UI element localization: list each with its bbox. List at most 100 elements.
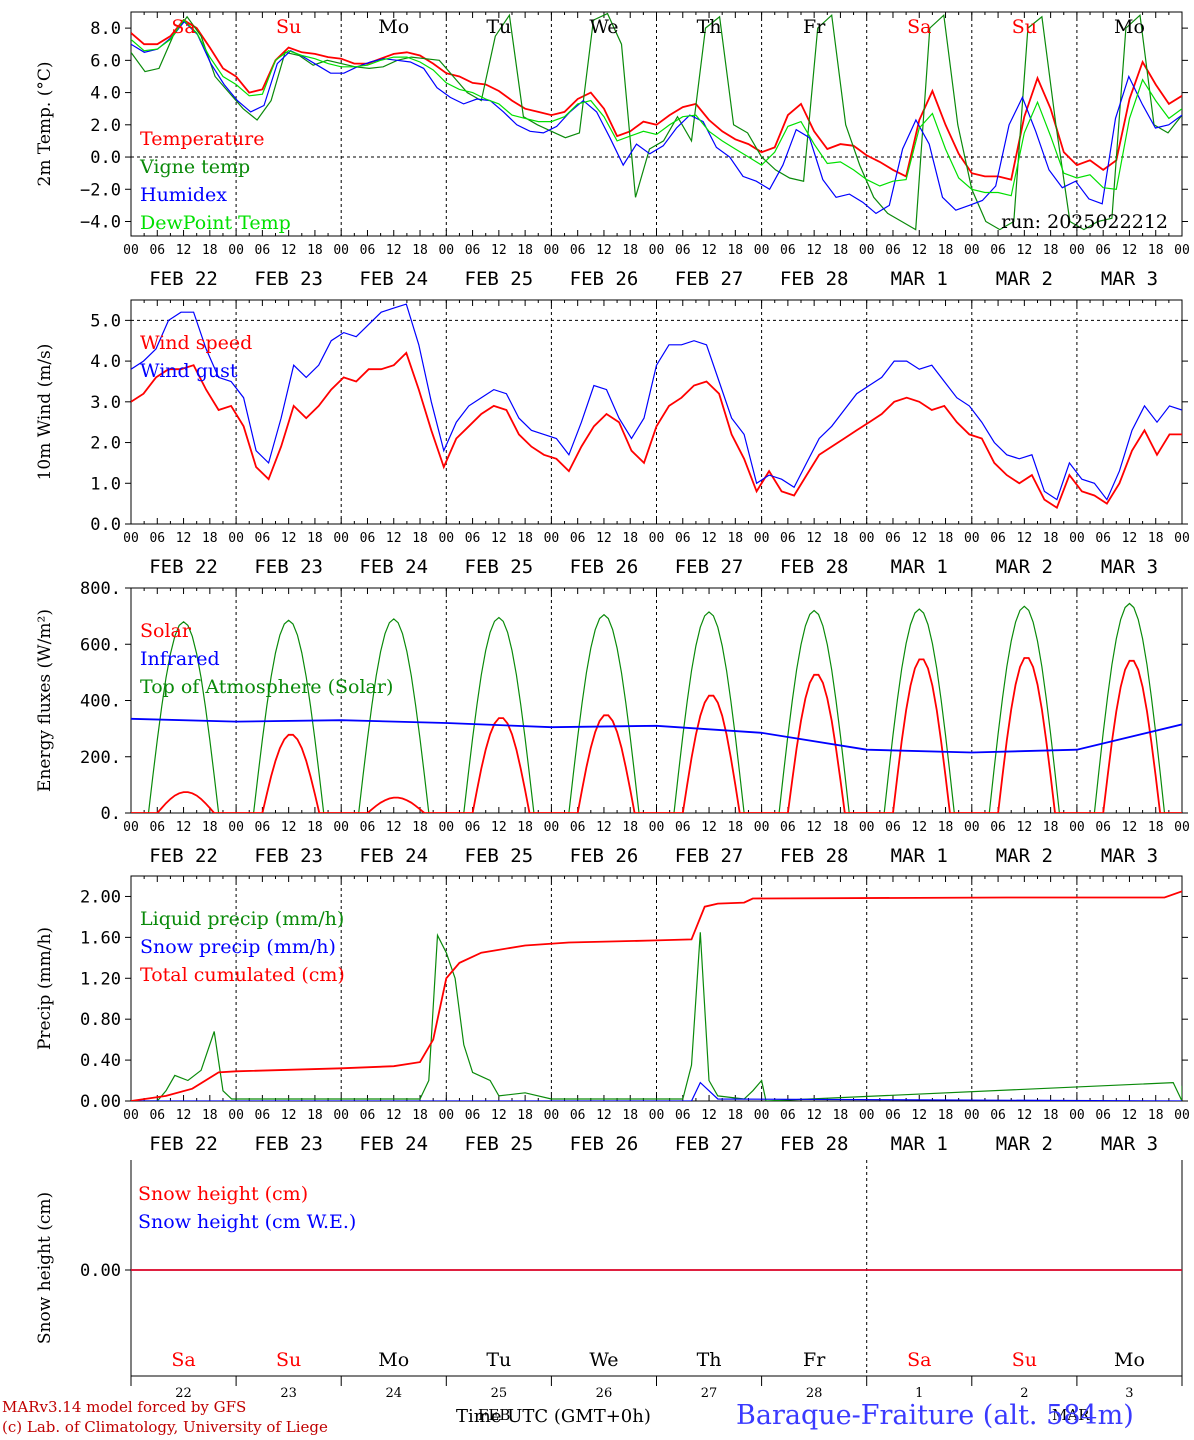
- day-number-8: 2: [1020, 1386, 1028, 1401]
- hour-tick-label: 06: [780, 531, 796, 546]
- hour-tick-label: 18: [727, 243, 743, 258]
- hour-tick-label: 06: [570, 243, 586, 258]
- legend-wind-gust: Wind gust: [140, 360, 238, 382]
- weekday-top-0: Sa: [171, 16, 195, 38]
- y-tick-label: 200.: [80, 748, 121, 768]
- hour-tick-label: 18: [412, 820, 428, 835]
- hour-tick-label: 06: [675, 1108, 691, 1123]
- hour-tick-label: 12: [176, 531, 192, 546]
- weekday-bottom-1: Su: [276, 1349, 301, 1371]
- hour-tick-label: 00: [964, 243, 980, 258]
- hour-tick-label: 12: [491, 243, 507, 258]
- hour-tick-label: 00: [649, 243, 665, 258]
- date-label: FEB 25: [465, 845, 534, 867]
- hour-tick-label: 18: [938, 243, 954, 258]
- hour-tick-label: 00: [649, 531, 665, 546]
- hour-tick-label: 18: [727, 1108, 743, 1123]
- hour-tick-label: 12: [1122, 243, 1138, 258]
- hour-tick-label: 00: [1069, 1108, 1085, 1123]
- legend-top-of-atmosphere-solar-: Top of Atmosphere (Solar): [140, 676, 393, 698]
- hour-tick-label: 06: [990, 820, 1006, 835]
- hour-tick-label: 06: [1095, 1108, 1111, 1123]
- hour-tick-label: 00: [649, 820, 665, 835]
- mar-label: MAR: [1052, 1406, 1090, 1424]
- hour-tick-label: 00: [859, 820, 875, 835]
- hour-tick-label: 12: [1017, 243, 1033, 258]
- hour-tick-label: 00: [438, 1108, 454, 1123]
- hour-tick-label: 06: [149, 531, 165, 546]
- station-title: Baraque-Fraiture (alt. 584m): [736, 1400, 1134, 1431]
- day-number-6: 28: [806, 1386, 823, 1401]
- day-number-9: 3: [1125, 1386, 1133, 1401]
- hour-tick-label: 18: [1043, 1108, 1059, 1123]
- y-tick-label: 0.0: [90, 148, 121, 168]
- hour-tick-label: 12: [176, 820, 192, 835]
- date-label: FEB 28: [780, 268, 849, 290]
- weekday-bottom-9: Mo: [1114, 1349, 1145, 1371]
- y-axis-label: 2m Temp. (°C): [35, 61, 55, 186]
- hour-tick-label: 18: [1043, 243, 1059, 258]
- legend-total-cumulated-cm-: Total cumulated (cm): [140, 964, 345, 986]
- hour-tick-label: 12: [281, 243, 297, 258]
- hour-tick-label: 06: [149, 1108, 165, 1123]
- day-number-1: 23: [280, 1386, 297, 1401]
- hour-tick-label: 12: [176, 243, 192, 258]
- hour-tick-label: 12: [491, 1108, 507, 1123]
- hour-tick-label: 12: [1122, 1108, 1138, 1123]
- hour-tick-label: 12: [491, 820, 507, 835]
- y-tick-label: −4.0: [80, 212, 121, 232]
- date-label: FEB 25: [465, 556, 534, 578]
- hour-tick-label: 00: [544, 820, 560, 835]
- date-label: FEB 24: [359, 845, 428, 867]
- hour-tick-label: 18: [938, 531, 954, 546]
- hour-tick-label: 12: [281, 531, 297, 546]
- weekday-top-8: Su: [1012, 16, 1037, 38]
- hour-tick-label: 18: [1148, 531, 1164, 546]
- hour-tick-label: 18: [622, 820, 638, 835]
- hour-tick-label: 12: [701, 1108, 717, 1123]
- date-label: FEB 23: [254, 556, 323, 578]
- hour-tick-label: 12: [701, 243, 717, 258]
- hour-tick-label: 12: [386, 820, 402, 835]
- hour-tick-label: 18: [1043, 820, 1059, 835]
- hour-tick-label: 06: [675, 243, 691, 258]
- legend-infrared: Infrared: [140, 648, 220, 670]
- hour-tick-label: 12: [596, 1108, 612, 1123]
- hour-tick-label: 06: [885, 1108, 901, 1123]
- legend-snow-1: Snow height (cm W.E.): [138, 1211, 356, 1233]
- legend-snow-precip-mm-h-: Snow precip (mm/h): [140, 936, 336, 958]
- hour-tick-label: 00: [1174, 820, 1190, 835]
- hour-tick-label: 06: [1095, 820, 1111, 835]
- series-line-infrared: [131, 717, 1182, 754]
- hour-tick-label: 12: [1122, 820, 1138, 835]
- day-number-5: 27: [701, 1386, 718, 1401]
- date-label: FEB 27: [675, 845, 744, 867]
- legend-liquid-precip-mm-h-: Liquid precip (mm/h): [140, 908, 344, 930]
- y-tick-label: 2.0: [90, 434, 121, 454]
- hour-tick-label: 18: [1148, 243, 1164, 258]
- hour-tick-label: 00: [1069, 243, 1085, 258]
- hour-tick-label: 06: [780, 820, 796, 835]
- date-label: MAR 3: [1101, 556, 1158, 578]
- y-tick-label: 0.00: [80, 1261, 121, 1281]
- y-tick-label: 400.: [80, 692, 121, 712]
- hour-tick-label: 18: [412, 531, 428, 546]
- y-tick-label: 6.0: [90, 51, 121, 71]
- series-line-solar: [131, 657, 1182, 813]
- hour-tick-label: 12: [386, 531, 402, 546]
- date-label: MAR 1: [891, 268, 948, 290]
- model-credit: MARv3.14 model forced by GFS: [2, 1398, 247, 1416]
- time-axis-label: Time UTC (GMT+0h): [456, 1406, 651, 1427]
- legend-snow-0: Snow height (cm): [138, 1183, 308, 1205]
- hour-tick-label: 00: [228, 1108, 244, 1123]
- legend-dewpoint-temp: DewPoint Temp: [140, 212, 291, 234]
- hour-tick-label: 00: [544, 531, 560, 546]
- y-tick-label: 800.: [80, 579, 121, 599]
- hour-tick-label: 00: [544, 1108, 560, 1123]
- hour-tick-label: 00: [544, 243, 560, 258]
- y-tick-label: 0.: [101, 804, 121, 824]
- date-label: FEB 28: [780, 845, 849, 867]
- hour-tick-label: 06: [885, 531, 901, 546]
- date-label: FEB 22: [149, 845, 218, 867]
